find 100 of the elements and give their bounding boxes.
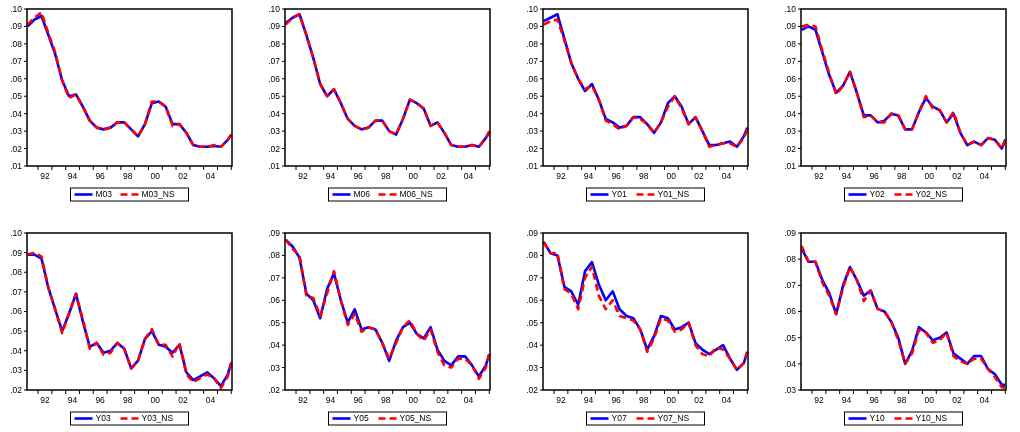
y-tick-label: .03 <box>268 126 281 137</box>
y-tick-label: .03 <box>10 365 23 376</box>
y-tick-label: .06 <box>10 73 23 84</box>
y-tick-label: .02 <box>268 143 281 154</box>
y-tick-label: .07 <box>784 280 797 291</box>
x-tick-label: 00 <box>666 171 677 181</box>
x-tick-label: 98 <box>122 395 133 405</box>
x-tick-label: 98 <box>638 395 649 405</box>
x-tick-label: 92 <box>40 171 50 181</box>
y-tick-label: .06 <box>526 295 539 306</box>
x-tick-label: 92 <box>556 395 566 405</box>
y-tick-label: .09 <box>526 21 539 32</box>
y-tick-label: .10 <box>784 3 797 14</box>
x-tick-label: 02 <box>436 171 446 181</box>
y-tick-label: .02 <box>784 143 797 154</box>
y-tick-label: .08 <box>10 38 23 49</box>
x-tick-label: 04 <box>721 395 732 405</box>
x-tick-label: 92 <box>298 171 308 181</box>
x-tick-label: 98 <box>380 395 391 405</box>
legend-label: Y10_NS <box>915 413 948 424</box>
x-tick-label: 04 <box>205 395 216 405</box>
y-tick-label: .09 <box>268 227 281 238</box>
legend-label: Y07 <box>611 413 627 424</box>
x-tick-label: 00 <box>666 395 677 405</box>
y-tick-label: .01 <box>784 160 797 171</box>
y-tick-label: .01 <box>268 160 281 171</box>
x-tick-label: 92 <box>814 395 824 405</box>
y-tick-label: .03 <box>784 384 797 395</box>
legend-label: Y03 <box>95 413 111 424</box>
x-tick-label: 00 <box>408 171 419 181</box>
x-tick-label: 98 <box>638 171 649 181</box>
y-tick-label: .08 <box>268 38 281 49</box>
y-tick-label: .02 <box>268 384 281 395</box>
x-tick-label: 92 <box>298 395 308 405</box>
y-tick-label: .06 <box>10 306 23 317</box>
x-tick-label: 94 <box>67 171 78 181</box>
x-tick-label: 00 <box>408 395 419 405</box>
y-tick-label: .07 <box>10 56 23 67</box>
x-tick-label: 04 <box>721 171 732 181</box>
x-tick-label: 04 <box>463 171 474 181</box>
x-tick-label: 98 <box>122 171 133 181</box>
y-tick-label: .10 <box>526 3 539 14</box>
x-tick-label: 94 <box>325 171 336 181</box>
y-tick-label: .05 <box>268 317 281 328</box>
x-tick-label: 04 <box>979 171 990 181</box>
x-tick-label: 98 <box>380 171 391 181</box>
y-tick-label: .09 <box>10 247 23 258</box>
x-tick-label: 94 <box>841 395 852 405</box>
y-tick-label: .06 <box>784 306 797 317</box>
x-tick-label: 96 <box>611 171 622 181</box>
legend-label: M03_NS <box>141 189 175 200</box>
y-tick-label: .08 <box>784 38 797 49</box>
y-tick-label: .04 <box>526 340 539 351</box>
y-tick-label: .01 <box>526 160 539 171</box>
y-tick-label: .10 <box>268 3 281 14</box>
x-tick-label: 94 <box>583 395 594 405</box>
x-tick-label: 00 <box>924 395 935 405</box>
x-tick-label: 02 <box>952 395 962 405</box>
x-tick-label: 02 <box>694 395 704 405</box>
legend-label: M03 <box>95 189 113 200</box>
x-tick-label: 96 <box>353 171 364 181</box>
x-tick-label: 92 <box>40 395 50 405</box>
y-tick-label: .04 <box>268 340 281 351</box>
y-tick-label: .08 <box>526 38 539 49</box>
y-tick-label: .04 <box>10 345 23 356</box>
x-tick-label: 92 <box>814 171 824 181</box>
y-tick-label: .05 <box>784 91 797 102</box>
y-tick-label: .07 <box>526 56 539 67</box>
y-tick-label: .02 <box>10 384 23 395</box>
x-tick-label: 94 <box>67 395 78 405</box>
y-tick-label: .02 <box>526 143 539 154</box>
y-tick-label: .08 <box>526 250 539 261</box>
y-tick-label: .04 <box>784 108 797 119</box>
legend-label: Y02_NS <box>915 189 948 200</box>
x-tick-label: 02 <box>178 171 188 181</box>
x-tick-label: 02 <box>694 171 704 181</box>
y-tick-label: .04 <box>526 108 539 119</box>
y-tick-label: .08 <box>10 267 23 278</box>
y-tick-label: .09 <box>268 21 281 32</box>
y-tick-label: .06 <box>268 295 281 306</box>
y-tick-label: .06 <box>268 73 281 84</box>
x-tick-label: 02 <box>178 395 188 405</box>
x-tick-label: 96 <box>95 171 106 181</box>
y-tick-label: .06 <box>784 73 797 84</box>
legend-label: M06 <box>353 189 371 200</box>
y-tick-label: .10 <box>10 227 23 238</box>
x-tick-label: 96 <box>869 171 880 181</box>
legend-label: Y01_NS <box>657 189 690 200</box>
x-tick-label: 92 <box>556 171 566 181</box>
x-tick-label: 02 <box>436 395 446 405</box>
x-tick-label: 98 <box>896 171 907 181</box>
y-tick-label: .05 <box>10 326 23 337</box>
x-tick-label: 94 <box>841 171 852 181</box>
x-tick-label: 00 <box>150 395 161 405</box>
y-tick-label: .04 <box>268 108 281 119</box>
y-tick-label: .09 <box>784 227 797 238</box>
y-tick-label: .08 <box>784 254 797 265</box>
y-tick-label: .02 <box>526 384 539 395</box>
x-tick-label: 94 <box>583 171 594 181</box>
y-tick-label: .09 <box>10 21 23 32</box>
